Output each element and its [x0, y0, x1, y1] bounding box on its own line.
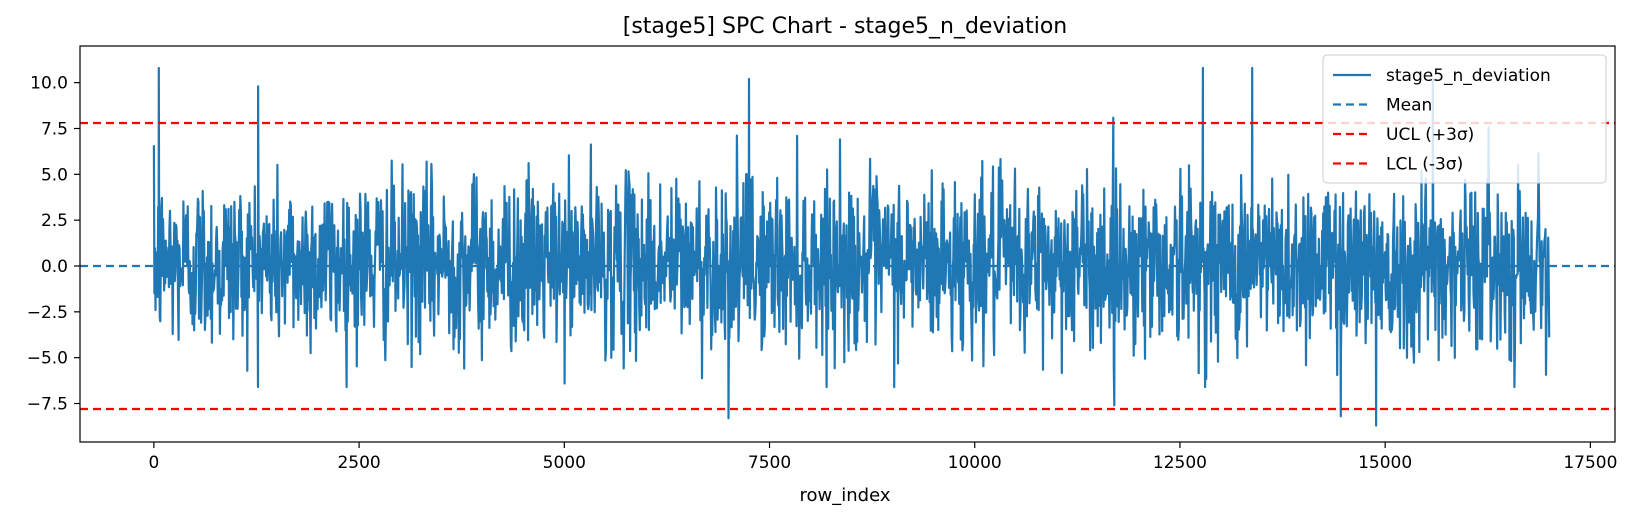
legend: stage5_n_deviation Mean UCL (+3σ) LCL (-3σ) [1322, 54, 1607, 184]
x-tick-label: 2500 [337, 453, 380, 473]
x-axis-label: row_index [800, 485, 891, 506]
x-tick-label: 15000 [1358, 453, 1412, 473]
x-tick-label: 0 [148, 453, 159, 473]
plot-frame [79, 45, 1616, 443]
y-tick-label: 2.5 [41, 211, 68, 231]
legend-label: Mean [1386, 96, 1432, 116]
y-tick-label: 5.0 [41, 165, 68, 185]
legend-label: UCL (+3σ) [1386, 125, 1474, 145]
y-tick-label: −5.0 [27, 349, 68, 369]
x-tick-label: 17500 [1563, 453, 1617, 473]
legend-box [1322, 54, 1607, 184]
y-tick-label: 10.0 [30, 74, 68, 94]
y-tick-label: −7.5 [27, 395, 68, 415]
x-axis: 0 2500 5000 7500 10000 12500 15000 17500 [148, 442, 1617, 473]
legend-label: LCL (-3σ) [1386, 155, 1463, 175]
x-tick-label: 5000 [543, 453, 586, 473]
y-tick-label: 7.5 [41, 120, 68, 140]
series-line-stage5-n-deviation [152, 66, 1551, 427]
legend-label: stage5_n_deviation [1386, 66, 1551, 86]
y-tick-label: 0.0 [41, 257, 68, 277]
x-tick-label: 7500 [748, 453, 791, 473]
x-tick-label: 12500 [1153, 453, 1207, 473]
chart-title: [stage5] SPC Chart - stage5_n_deviation [623, 14, 1067, 39]
y-axis: 10.0 7.5 5.0 2.5 0.0 −2.5 −5.0 −7.5 [27, 74, 80, 415]
x-tick-label: 10000 [948, 453, 1002, 473]
y-tick-label: −2.5 [27, 303, 68, 323]
